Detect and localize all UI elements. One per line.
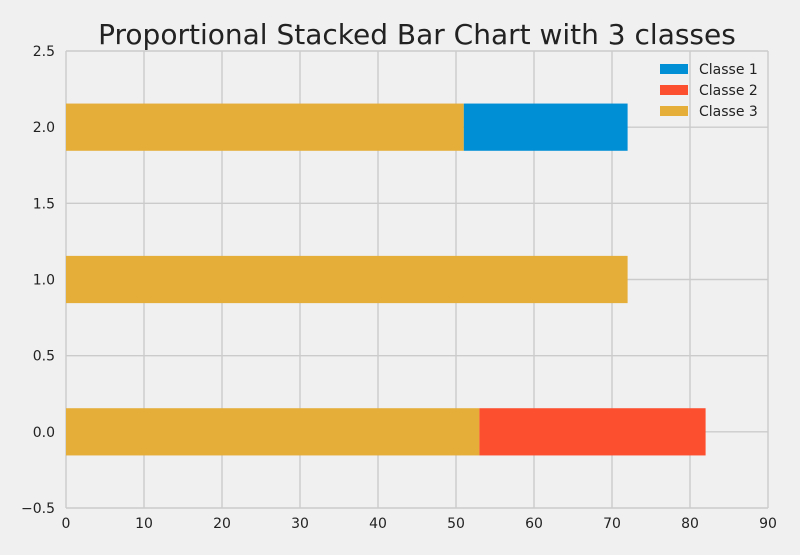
bar-classe-3-2 (66, 103, 464, 151)
legend-swatch-classe-2 (660, 85, 688, 95)
y-tick-label: 0.5 (33, 349, 55, 365)
y-tick-label: 1.0 (33, 273, 55, 289)
x-tick-label: 50 (447, 516, 465, 532)
legend-label: Classe 1 (699, 62, 758, 78)
y-tick-label: 2.5 (33, 44, 55, 60)
x-tick-label: 80 (681, 516, 699, 532)
x-axis-ticks: 0 10 20 30 40 50 60 70 80 90 (62, 516, 777, 532)
y-tick-label: 2.0 (33, 120, 55, 136)
x-tick-label: 0 (62, 516, 71, 532)
y-tick-label: 0.0 (33, 425, 55, 441)
bar-classe-2-0 (479, 408, 706, 456)
y-tick-label: 1.5 (33, 196, 55, 212)
x-tick-label: 60 (525, 516, 543, 532)
bar-classe-1-2 (463, 103, 628, 151)
y-axis-ticks: −0.5 0.0 0.5 1.0 1.5 2.0 2.5 (21, 44, 55, 517)
bars (66, 103, 706, 456)
legend: Classe 1 Classe 2 Classe 3 (660, 62, 758, 120)
legend-swatch-classe-3 (660, 106, 688, 116)
x-tick-label: 30 (291, 516, 309, 532)
legend-label: Classe 3 (699, 104, 758, 120)
chart-title: Proportional Stacked Bar Chart with 3 cl… (98, 18, 736, 51)
x-tick-label: 10 (135, 516, 153, 532)
bar-classe-3-1 (66, 255, 628, 304)
x-tick-label: 20 (213, 516, 231, 532)
legend-label: Classe 2 (699, 83, 758, 99)
legend-swatch-classe-1 (660, 64, 688, 74)
bar-classe-3-0 (66, 408, 480, 456)
x-tick-label: 70 (603, 516, 621, 532)
x-tick-label: 90 (759, 516, 777, 532)
y-tick-label: −0.5 (21, 501, 55, 517)
x-tick-label: 40 (369, 516, 387, 532)
